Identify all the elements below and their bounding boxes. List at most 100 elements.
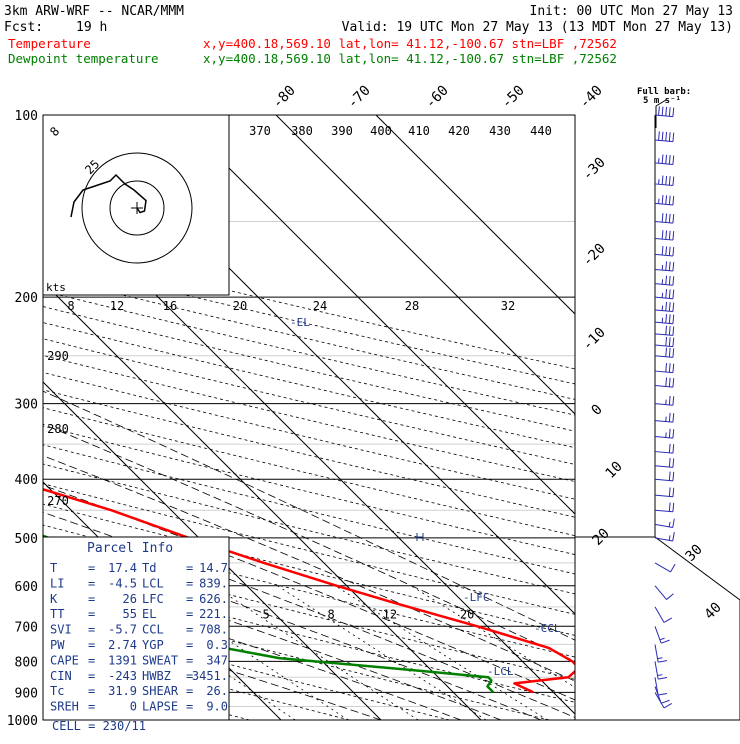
parcel-value: 221. <box>199 607 228 621</box>
svg-text:=: = <box>88 607 95 621</box>
svg-text:=: = <box>186 607 193 621</box>
pressure-label: 600 <box>15 580 38 595</box>
svg-text:=: = <box>186 576 193 590</box>
parcel-key: Tc <box>50 684 64 698</box>
isotherm-label: 40 <box>702 600 725 623</box>
svg-text:=: = <box>186 623 193 637</box>
isotherm-label: -20 <box>580 241 609 270</box>
svg-text:=: = <box>88 684 95 698</box>
isotherm-label: 30 <box>683 542 706 565</box>
svg-text:=: = <box>186 638 193 652</box>
theta-label: 390 <box>331 124 353 138</box>
pressure-label: 800 <box>15 655 38 670</box>
wind-barb <box>655 586 673 600</box>
svg-text:=: = <box>88 576 95 590</box>
svg-text:=: = <box>88 623 95 637</box>
isotherm-label: -60 <box>423 83 452 112</box>
isotherm-label: -70 <box>345 83 374 112</box>
isotherm-label: 10 <box>603 459 626 482</box>
pressure-label: 200 <box>15 291 38 306</box>
svg-text:=: = <box>88 669 95 683</box>
svg-text:=: = <box>186 700 193 714</box>
wind-barb <box>655 487 674 496</box>
parcel-value: -4.5 <box>108 576 137 590</box>
isotherm-label: -80 <box>270 83 299 112</box>
wind-barb <box>655 348 674 358</box>
wind-barb <box>655 246 674 256</box>
init-time: Init: 00 UTC Mon 27 May 13 <box>530 4 734 19</box>
wind-barb <box>655 429 674 438</box>
parcel-value: 0.3 <box>206 638 228 652</box>
parcel-value: 55 <box>123 607 137 621</box>
parcel-value: -5.7 <box>108 623 137 637</box>
wind-barb <box>655 106 674 116</box>
legend-temperature: Temperature <box>8 36 91 51</box>
lcl-marker: -LCL <box>487 665 514 678</box>
parcel-key: EL <box>142 607 156 621</box>
wind-barb <box>655 337 674 347</box>
pressure-label: 1000 <box>7 714 38 729</box>
svg-text:=: = <box>88 592 95 606</box>
wind-barb <box>655 607 672 623</box>
parcel-key: LFC <box>142 592 164 606</box>
isotherm-label: -40 <box>577 83 606 112</box>
parcel-value: 626. <box>199 592 228 606</box>
legend-dewpoint: Dewpoint temperature <box>8 51 159 66</box>
parcel-key: SHEAR <box>142 684 179 698</box>
parcel-value: 14.7 <box>199 561 228 575</box>
parcel-key: CIN <box>50 669 72 683</box>
svg-text:=: = <box>186 592 193 606</box>
parcel-key: CCL <box>142 623 164 637</box>
wind-barb <box>655 131 674 141</box>
hodo-speed-label: 32 <box>501 299 515 313</box>
pressure-label: 100 <box>15 109 38 124</box>
wind-barb <box>655 644 667 662</box>
wind-barb <box>655 176 674 186</box>
forecast-hours: 19 h <box>76 20 107 35</box>
wind-barb <box>655 626 670 643</box>
model-title: 3km ARW-WRF -- NCAR/MMM <box>4 4 184 19</box>
wind-barb <box>655 326 674 336</box>
mixing-ratio-label: 12 <box>383 608 397 622</box>
svg-text:=: = <box>186 684 193 698</box>
svg-text:=: = <box>88 561 95 575</box>
hodograph-panel <box>43 115 229 295</box>
pressure-label: 700 <box>15 620 38 635</box>
parcel-value: 31.9 <box>108 684 137 698</box>
wind-barb <box>655 563 675 572</box>
parcel-info-title: Parcel Info <box>87 541 173 556</box>
lfc-marker: -LFC <box>463 591 490 604</box>
theta-label-bottom: 290 <box>47 349 69 363</box>
wind-barb <box>655 155 674 165</box>
theta-label: 410 <box>408 124 430 138</box>
parcel-key: LCL <box>142 576 164 590</box>
wind-barb <box>655 261 674 271</box>
svg-text:=: = <box>88 638 95 652</box>
svg-text:=: = <box>186 561 193 575</box>
parcel-key: PW <box>50 638 65 652</box>
parcel-key: HWBZ <box>142 669 171 683</box>
wind-barb <box>655 289 674 299</box>
forecast-label: Fcst: <box>4 20 43 35</box>
wind-barb <box>655 519 674 528</box>
mixing-ratio-label: 20 <box>460 608 474 622</box>
parcel-key: T <box>50 561 57 575</box>
parcel-key: K <box>50 592 58 606</box>
hodo-speed-label: 16 <box>163 299 177 313</box>
isotherm-label: -10 <box>580 325 609 354</box>
hodo-speed-label: 24 <box>313 299 327 313</box>
isotherm <box>276 115 740 720</box>
full-barb-value: 5 m s⁻¹ <box>643 96 681 106</box>
svg-text:=: = <box>186 653 193 667</box>
valid-time: Valid: 19 UTC Mon 27 May 13 (13 MDT Mon … <box>342 20 733 35</box>
svg-text:=: = <box>88 700 95 714</box>
hodo-speed-label: 28 <box>405 299 419 313</box>
wind-barb <box>655 314 674 324</box>
theta-label: 440 <box>530 124 552 138</box>
svg-text:=: = <box>88 653 95 667</box>
parcel-value: -243 <box>108 669 137 683</box>
wind-barb <box>655 413 674 422</box>
theta-label: 370 <box>249 124 271 138</box>
hodo-units-label: kts <box>46 281 66 294</box>
